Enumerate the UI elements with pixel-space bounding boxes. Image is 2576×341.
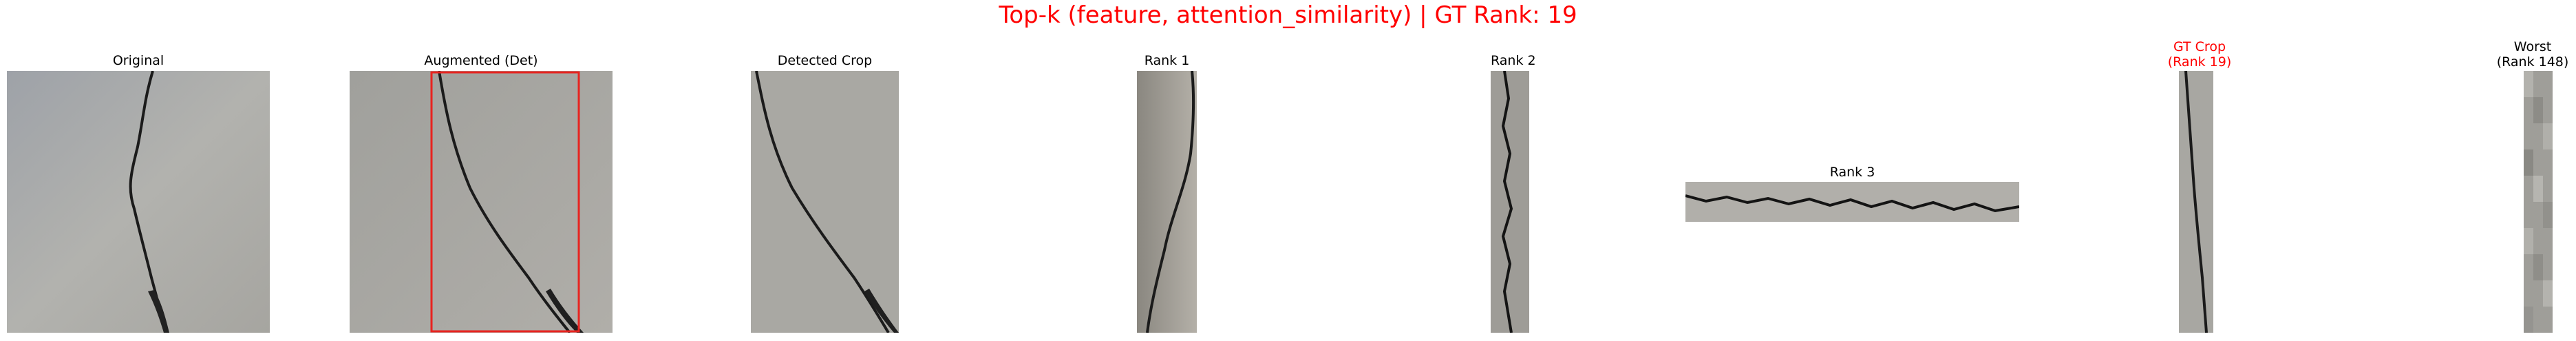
panel-caption-rank-3: Rank 3 — [1829, 165, 1875, 180]
panel-caption-rank-1: Rank 1 — [1144, 53, 1190, 68]
panel-caption-gt-crop: GT Crop (Rank 19) — [2151, 39, 2248, 70]
augmented-image — [350, 71, 613, 333]
original-image — [7, 71, 270, 333]
figure-title: Top-k (feature, attention_similarity) | … — [999, 1, 1577, 29]
rank-2-image — [1491, 71, 1529, 333]
panel-caption-original: Original — [112, 53, 164, 68]
panel-caption-detected-crop: Detected Crop — [777, 53, 873, 68]
gt-crop-image — [2179, 71, 2213, 333]
crack-mark — [1501, 71, 1513, 333]
rank-1-image — [1137, 71, 1197, 333]
crack-mark — [755, 71, 890, 333]
gt-crop-caption-line-1: GT Crop — [2173, 39, 2226, 54]
worst-caption-line-1: Worst — [2513, 39, 2552, 54]
panel-caption-augmented: Augmented (Det) — [424, 53, 538, 68]
detection-box — [430, 71, 580, 333]
crack-mark — [438, 71, 571, 333]
gt-crop-caption-line-2: (Rank 19) — [2167, 54, 2232, 70]
panel-caption-worst: Worst (Rank 148) — [2491, 39, 2574, 70]
rank-3-image — [1685, 182, 2019, 222]
crack-mark — [2184, 71, 2208, 333]
crack-mark — [1146, 71, 1195, 333]
panel-caption-rank-2: Rank 2 — [1491, 53, 1536, 68]
worst-image — [2524, 71, 2553, 333]
detected-crop-image — [751, 71, 899, 333]
crack-mark — [1685, 194, 2019, 213]
worst-caption-line-2: (Rank 148) — [2496, 54, 2569, 70]
